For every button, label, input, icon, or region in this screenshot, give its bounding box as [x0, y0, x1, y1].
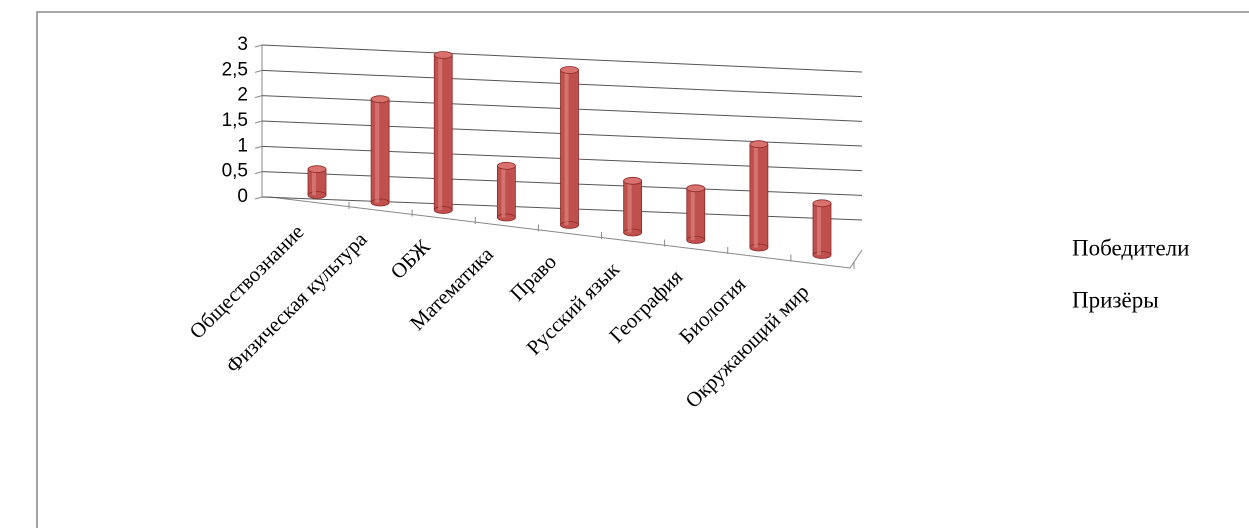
bar [749, 140, 769, 252]
bar-highlight [438, 55, 443, 210]
x-tick-label: Право [505, 250, 561, 306]
bar [370, 95, 390, 207]
bar-body [686, 187, 706, 241]
bar-bottom [686, 236, 706, 244]
x-tick-label: Физическая культура [221, 227, 372, 378]
floor-edge [849, 249, 863, 269]
bar [686, 184, 706, 244]
legend-label: Призёры [1072, 287, 1159, 312]
bar-bottom [370, 198, 390, 207]
bar-bottom [749, 243, 769, 252]
bar-body [496, 165, 516, 218]
legend-label: Победители [1072, 235, 1189, 260]
bar [812, 199, 832, 259]
bar-highlight [312, 169, 316, 195]
bar-top [812, 199, 832, 208]
bar-top [307, 165, 327, 174]
bar-top [623, 176, 643, 185]
y-tick-label: 2,5 [222, 59, 248, 80]
y-tick-label: 0,5 [222, 161, 248, 182]
y-tick-label: 2 [237, 85, 248, 106]
x-tick-label: Окружающий мир [680, 280, 813, 413]
bar-highlight [627, 180, 632, 233]
bar-bottom [812, 251, 832, 259]
chart-frame [36, 11, 1249, 528]
tick-mark [254, 196, 263, 200]
bar-top [370, 95, 390, 104]
bar-bottom [560, 221, 579, 229]
bar-bottom [496, 213, 516, 222]
bar-top [433, 51, 453, 59]
tick-mark [254, 145, 263, 149]
y-tick-label: 1 [237, 135, 248, 156]
bar-top [560, 66, 579, 74]
bar-top [686, 184, 706, 193]
tick-mark [254, 44, 263, 48]
bar-highlight [375, 99, 380, 203]
bar [433, 51, 453, 214]
bar-highlight [690, 188, 695, 240]
bar-body [749, 143, 769, 248]
y-tick-label: 1,5 [222, 110, 248, 131]
x-tick-label: ОБЖ [386, 234, 435, 283]
bar-top [749, 140, 769, 149]
bar [307, 165, 327, 199]
tick-mark [254, 95, 263, 99]
bar-bottom [623, 228, 643, 237]
bar-highlight [501, 165, 506, 218]
floor-edge [269, 196, 851, 269]
bar-highlight [817, 203, 821, 255]
bar-body [433, 54, 453, 211]
y-tick-label: 3 [237, 34, 248, 55]
bar [560, 66, 579, 229]
bar-highlight [753, 144, 758, 248]
bar [496, 161, 516, 222]
bar-bottom [433, 206, 453, 214]
grid-line [261, 44, 863, 73]
tick-mark [254, 69, 263, 73]
bar [623, 176, 643, 237]
bar-top [496, 161, 516, 170]
y-tick-label: 0 [237, 186, 248, 207]
bar-body [370, 98, 390, 203]
bar-highlight [564, 70, 569, 225]
bar-bottom [307, 191, 327, 199]
bar-body [812, 202, 832, 256]
bar-body [623, 180, 643, 233]
tick-mark [254, 171, 263, 175]
bar-body [560, 69, 579, 226]
tick-mark [254, 120, 263, 124]
